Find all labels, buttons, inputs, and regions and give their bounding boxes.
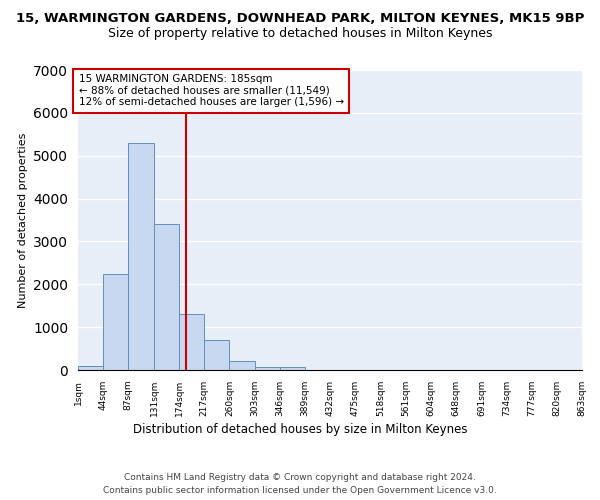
Bar — [280, 366, 305, 370]
Bar — [229, 362, 254, 370]
Bar — [103, 274, 128, 370]
Text: Contains HM Land Registry data © Crown copyright and database right 2024.
Contai: Contains HM Land Registry data © Crown c… — [103, 474, 497, 495]
Text: Distribution of detached houses by size in Milton Keynes: Distribution of detached houses by size … — [133, 422, 467, 436]
Bar — [154, 224, 179, 370]
Text: 15, WARMINGTON GARDENS, DOWNHEAD PARK, MILTON KEYNES, MK15 9BP: 15, WARMINGTON GARDENS, DOWNHEAD PARK, M… — [16, 12, 584, 26]
Text: 15 WARMINGTON GARDENS: 185sqm
← 88% of detached houses are smaller (11,549)
12% : 15 WARMINGTON GARDENS: 185sqm ← 88% of d… — [79, 74, 344, 108]
Text: Size of property relative to detached houses in Milton Keynes: Size of property relative to detached ho… — [108, 28, 492, 40]
Y-axis label: Number of detached properties: Number of detached properties — [17, 132, 28, 308]
Bar — [78, 366, 103, 370]
Bar — [204, 340, 229, 370]
Bar — [128, 143, 154, 370]
Bar — [179, 314, 204, 370]
Bar — [254, 366, 280, 370]
